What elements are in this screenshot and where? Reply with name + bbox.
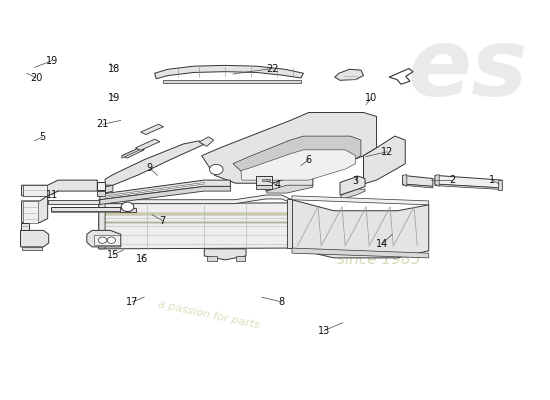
Polygon shape <box>202 112 377 183</box>
Polygon shape <box>94 235 120 245</box>
Text: 21: 21 <box>96 119 109 129</box>
Polygon shape <box>292 200 429 258</box>
Polygon shape <box>100 180 230 200</box>
Text: 13: 13 <box>318 326 331 336</box>
Polygon shape <box>256 176 272 185</box>
Polygon shape <box>141 124 163 134</box>
Polygon shape <box>435 175 502 188</box>
Text: 15: 15 <box>107 250 119 260</box>
Polygon shape <box>435 174 439 186</box>
Polygon shape <box>122 148 139 158</box>
Polygon shape <box>341 189 365 200</box>
Polygon shape <box>23 201 38 222</box>
Polygon shape <box>20 223 29 230</box>
Text: since 1985: since 1985 <box>337 252 421 267</box>
Polygon shape <box>204 249 246 260</box>
Polygon shape <box>99 203 292 249</box>
Polygon shape <box>51 211 121 212</box>
Polygon shape <box>292 248 429 258</box>
Text: 1: 1 <box>490 175 496 185</box>
Circle shape <box>98 237 107 243</box>
Polygon shape <box>105 141 204 185</box>
Polygon shape <box>287 199 292 248</box>
Polygon shape <box>97 182 105 190</box>
Text: 19: 19 <box>108 92 120 102</box>
Polygon shape <box>120 208 136 212</box>
Polygon shape <box>51 207 121 211</box>
Polygon shape <box>21 196 48 222</box>
Polygon shape <box>101 222 290 223</box>
Text: 5: 5 <box>40 132 46 142</box>
Text: 3: 3 <box>353 176 359 186</box>
Polygon shape <box>155 65 304 79</box>
Polygon shape <box>340 176 365 195</box>
Text: a passion for parts: a passion for parts <box>157 299 261 330</box>
Text: 12: 12 <box>381 147 393 157</box>
Polygon shape <box>99 198 105 249</box>
Text: 18: 18 <box>108 64 120 74</box>
Polygon shape <box>335 69 364 80</box>
Polygon shape <box>20 230 49 247</box>
Text: 2: 2 <box>449 175 455 185</box>
Text: 7: 7 <box>160 216 166 226</box>
Polygon shape <box>207 256 217 261</box>
Polygon shape <box>256 185 272 189</box>
Polygon shape <box>267 185 313 193</box>
Polygon shape <box>100 186 230 204</box>
Polygon shape <box>389 68 413 84</box>
Text: 4: 4 <box>274 180 280 190</box>
Text: 17: 17 <box>126 297 139 307</box>
Text: 16: 16 <box>135 254 148 264</box>
Text: 22: 22 <box>266 64 278 74</box>
Text: 10: 10 <box>365 92 377 102</box>
Text: es: es <box>408 24 528 116</box>
Text: 20: 20 <box>30 73 42 83</box>
Polygon shape <box>23 185 47 196</box>
Polygon shape <box>498 180 502 190</box>
Text: 14: 14 <box>376 239 388 249</box>
Polygon shape <box>199 137 213 146</box>
Polygon shape <box>87 230 121 247</box>
Circle shape <box>210 164 223 174</box>
Polygon shape <box>235 256 245 261</box>
Polygon shape <box>135 139 160 150</box>
Polygon shape <box>48 200 99 204</box>
Polygon shape <box>292 196 429 205</box>
Circle shape <box>107 237 116 243</box>
Polygon shape <box>105 182 204 197</box>
Polygon shape <box>364 136 405 184</box>
Polygon shape <box>403 174 407 186</box>
Polygon shape <box>101 213 290 215</box>
Circle shape <box>122 202 134 212</box>
Polygon shape <box>403 175 433 186</box>
Text: 9: 9 <box>146 162 152 172</box>
Text: 6: 6 <box>306 155 312 165</box>
Polygon shape <box>162 80 301 83</box>
Text: 8: 8 <box>278 297 284 307</box>
Polygon shape <box>21 247 42 250</box>
Polygon shape <box>99 195 292 204</box>
Polygon shape <box>266 178 313 191</box>
Polygon shape <box>104 185 113 193</box>
Polygon shape <box>435 184 502 190</box>
Text: 11: 11 <box>46 190 58 200</box>
Polygon shape <box>403 184 433 188</box>
Text: 19: 19 <box>46 56 58 66</box>
Polygon shape <box>21 180 97 196</box>
Polygon shape <box>241 150 356 180</box>
Polygon shape <box>97 191 105 196</box>
Polygon shape <box>122 148 144 158</box>
Polygon shape <box>262 178 270 181</box>
Polygon shape <box>233 136 361 174</box>
